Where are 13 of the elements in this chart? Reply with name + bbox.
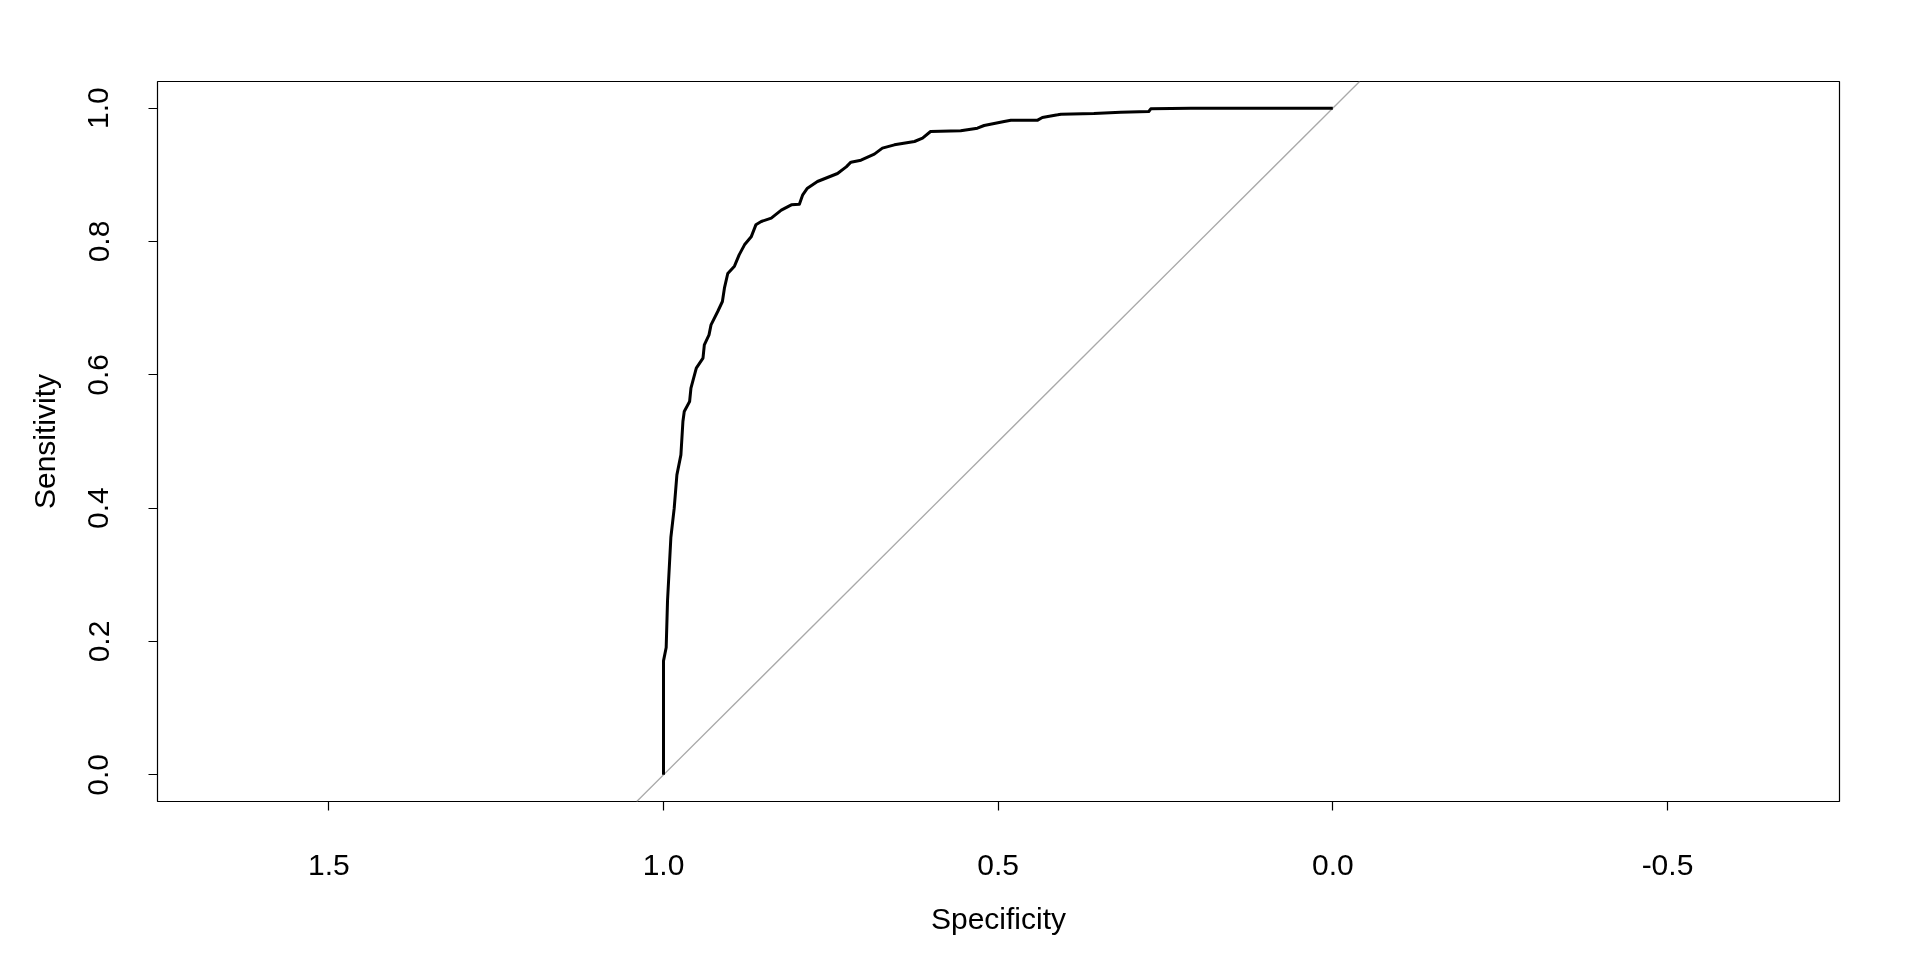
x-tick-label: 0.5 bbox=[977, 847, 1020, 881]
y-tick-label: 0.4 bbox=[81, 487, 115, 530]
x-tick-label: -0.5 bbox=[1641, 847, 1694, 881]
y-tick-label: 0.2 bbox=[81, 620, 115, 663]
y-axis-title: Sensitivity bbox=[27, 373, 61, 510]
y-tick-label: 0.6 bbox=[81, 353, 115, 396]
y-tick-label: 1.0 bbox=[81, 87, 115, 130]
x-tick-label: 1.5 bbox=[307, 847, 350, 881]
y-tick-label: 0.0 bbox=[81, 753, 115, 796]
x-tick-label: 0.0 bbox=[1311, 847, 1354, 881]
x-tick-label: 1.0 bbox=[642, 847, 685, 881]
x-axis-title: Specificity bbox=[930, 901, 1067, 935]
y-tick-label: 0.8 bbox=[81, 220, 115, 263]
